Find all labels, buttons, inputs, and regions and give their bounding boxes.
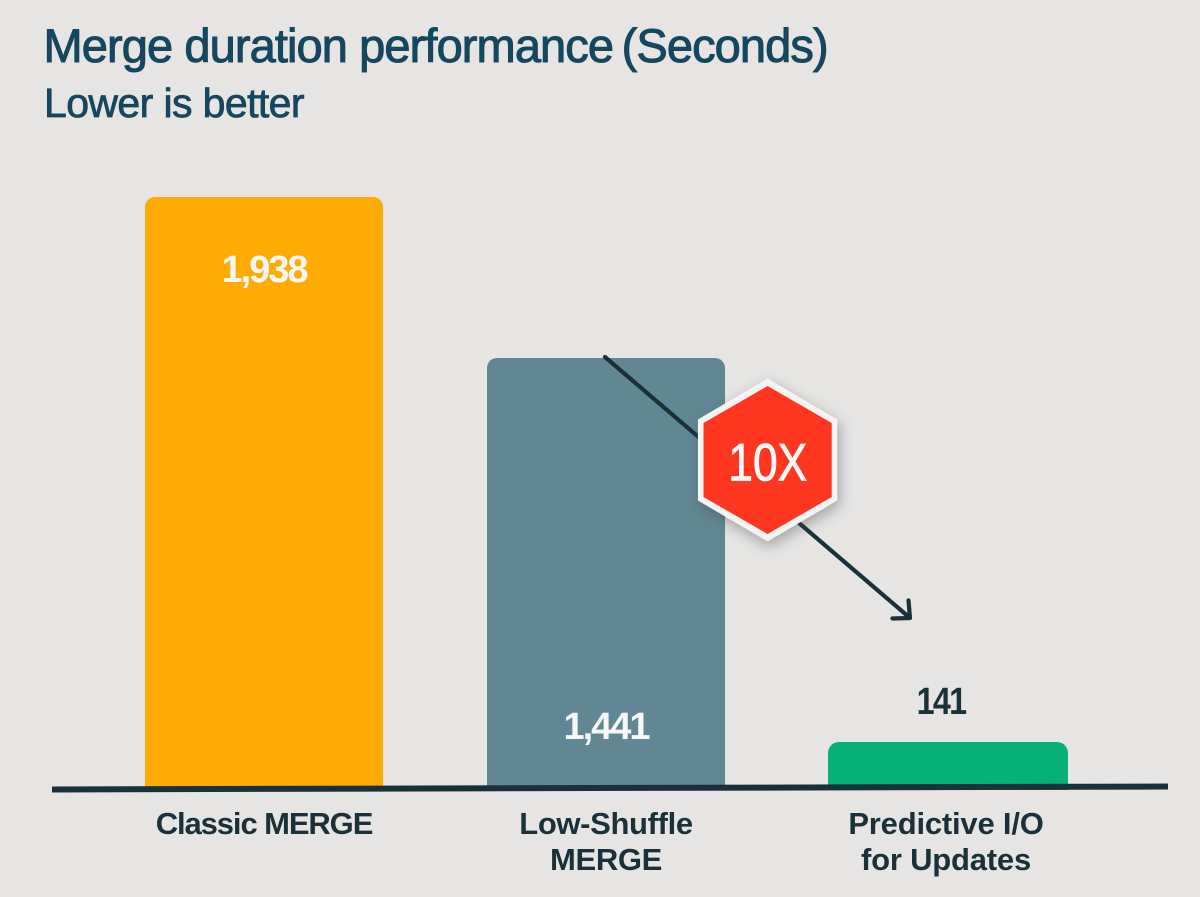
svg-text:10X: 10X [728, 434, 807, 493]
